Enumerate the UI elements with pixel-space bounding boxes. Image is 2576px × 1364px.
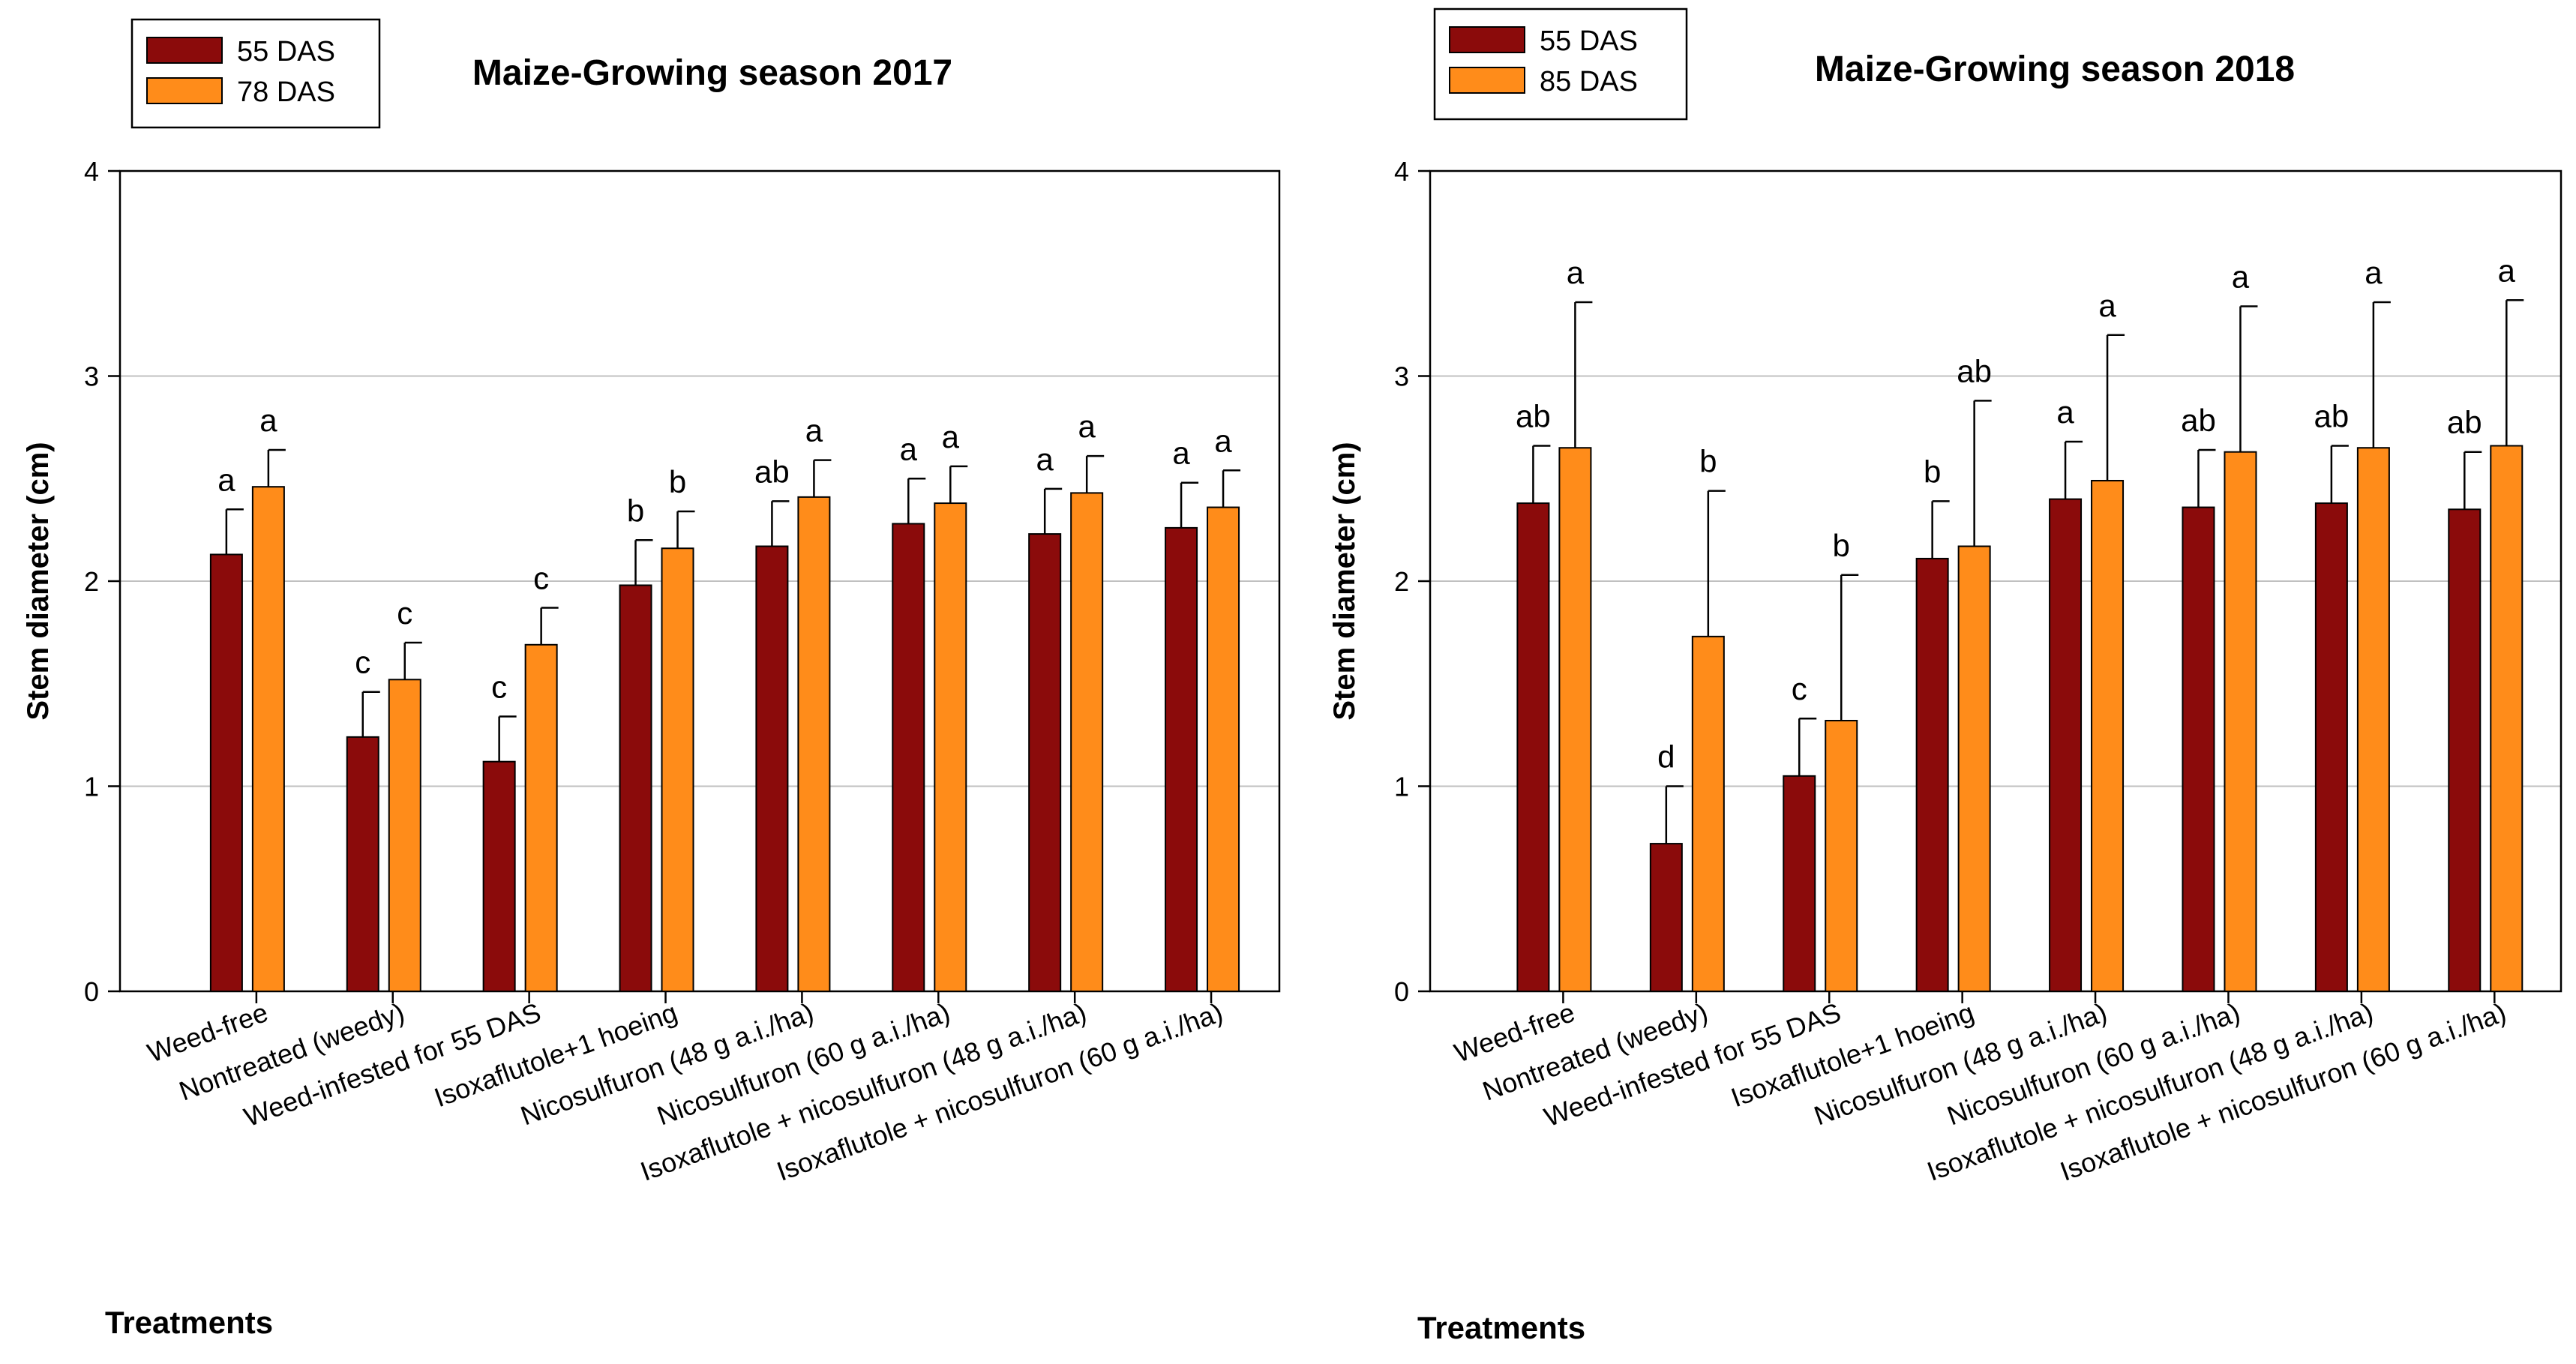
bar-1 [1516,502,1550,992]
x-axis-label: Treatments [1417,1310,1585,1345]
legend-swatch-2 [1449,67,1525,94]
significance-letter: a [1172,436,1190,471]
legend-swatch-1 [146,37,223,64]
bar-2 [1558,447,1592,992]
y-tick-label: 3 [84,361,99,392]
legend-label-1: 55 DAS [1540,25,1638,57]
bar-1 [2049,498,2083,992]
significance-letter: ab [2447,405,2482,440]
bar-1 [755,545,789,992]
bar-2 [2091,479,2125,992]
significance-letter: b [627,493,644,528]
significance-letter: a [217,462,235,497]
x-axis-label: Treatments [105,1305,273,1340]
legend: 55 DAS 85 DAS [1433,7,1688,121]
bar-2 [1207,506,1240,992]
y-tick-label: 0 [1394,976,1409,1007]
significance-letter: ab [1516,398,1551,433]
bar-2 [1070,492,1104,992]
bar-2 [2490,445,2524,992]
significance-letter: c [397,595,412,631]
y-tick-label: 1 [84,772,99,802]
bar-2 [2356,447,2390,992]
significance-letter: a [2056,394,2074,430]
bar-2 [797,496,831,992]
y-axis-label: Stem diameter (cm) [1328,442,1361,720]
significance-letter: ab [754,454,790,489]
bar-1 [1783,775,1816,992]
significance-letter: a [1567,255,1585,290]
bar-1 [209,553,243,992]
legend-label-2: 85 DAS [1540,66,1638,97]
bar-1 [1915,557,1949,992]
y-axis-label: Stem diameter (cm) [22,442,55,720]
significance-letter: a [2365,255,2383,290]
significance-letter: b [1699,444,1717,479]
legend-label-1: 55 DAS [237,36,335,67]
bar-1 [1028,533,1062,992]
significance-letter: a [1036,442,1054,477]
significance-letter: a [900,431,918,466]
bar-2 [1825,719,1858,992]
bar-2 [251,486,285,992]
bar-1 [346,736,379,992]
y-tick-label: 2 [1394,566,1409,597]
bar-2 [661,547,694,992]
significance-letter: a [2232,259,2250,295]
bar-2 [524,643,558,992]
significance-letter: b [669,464,686,499]
bar-2 [934,502,967,992]
bar-1 [2448,508,2482,992]
legend-swatch-1 [1449,26,1525,53]
bar-1 [1165,526,1198,992]
bar-2 [1691,635,1725,992]
significance-letter: d [1657,739,1675,775]
bar-1 [892,523,925,992]
significance-letter: c [533,561,549,596]
chart-title: Maize-Growing season 2017 [472,53,952,93]
significance-letter: a [805,413,823,448]
chart-title: Maize-Growing season 2018 [1815,49,2295,89]
legend: 55 DAS 78 DAS [130,18,381,129]
y-tick-label: 0 [84,976,99,1007]
legend-swatch-2 [146,77,223,104]
significance-letter: c [355,645,370,680]
significance-letter: ab [2314,398,2350,433]
bar-2 [2224,451,2257,992]
y-tick-label: 1 [1394,772,1409,802]
significance-letter: c [1792,671,1807,706]
significance-letter: ab [1957,353,1992,388]
significance-letter: a [2098,288,2116,323]
bar-1 [2314,502,2348,992]
bar-2 [1957,545,1991,992]
y-tick-label: 3 [1394,361,1409,392]
y-tick-label: 4 [1394,156,1409,187]
bar-1 [2182,506,2215,992]
significance-letter: a [1214,423,1232,458]
bar-1 [1649,843,1683,992]
y-tick-label: 4 [84,156,99,187]
significance-letter: b [1924,454,1941,489]
legend-label-2: 78 DAS [237,76,335,108]
bar-1 [482,760,516,992]
significance-letter: b [1833,528,1850,563]
significance-letter: a [259,403,277,438]
bar-1 [619,584,652,992]
y-tick-label: 2 [84,566,99,597]
significance-letter: a [1078,409,1096,444]
significance-letter: ab [2181,403,2216,438]
bar-2 [388,679,421,993]
significance-letter: a [942,419,960,454]
significance-letter: a [2498,253,2516,288]
significance-letter: c [491,670,507,705]
